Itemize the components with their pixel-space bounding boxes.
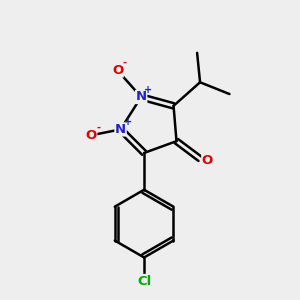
Text: O: O (202, 154, 213, 167)
Text: +: + (145, 85, 153, 94)
Text: -: - (123, 58, 127, 68)
Text: O: O (85, 129, 97, 142)
Text: N: N (115, 123, 126, 136)
Text: O: O (112, 64, 123, 77)
Text: +: + (124, 117, 132, 127)
Text: N: N (136, 91, 147, 103)
Text: -: - (97, 123, 101, 133)
Text: Cl: Cl (137, 274, 151, 287)
